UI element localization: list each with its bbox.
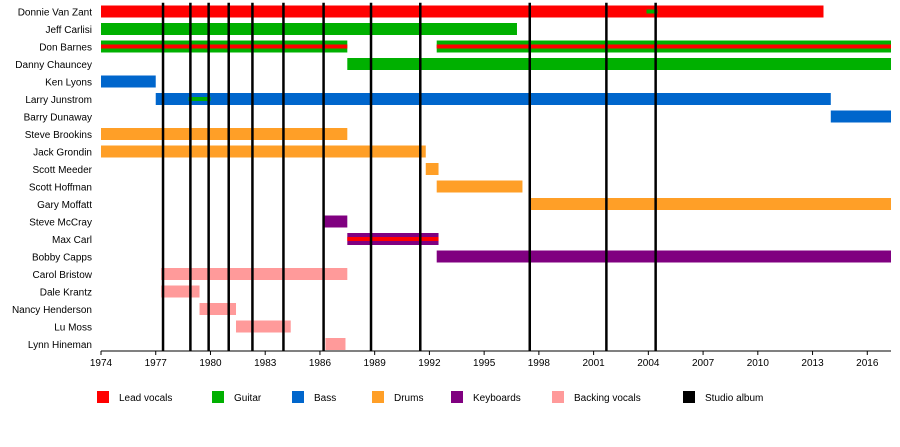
bar-scott-meeder-drums <box>425 163 439 175</box>
x-tick-label-1986: 1986 <box>309 358 332 369</box>
x-tick-label-1983: 1983 <box>254 358 277 369</box>
x-tick-label-1995: 1995 <box>473 358 496 369</box>
legend-label-guitar: Guitar <box>234 393 262 404</box>
bar-dale-krantz-backing-vocals <box>161 285 200 298</box>
member-label-dale-krantz: Dale Krantz <box>40 288 92 299</box>
member-label-lu-moss: Lu Moss <box>54 323 92 334</box>
x-tick-label-1977: 1977 <box>145 358 168 369</box>
member-bars <box>101 5 892 350</box>
bar-jack-grondin-drums <box>101 145 426 158</box>
legend-swatch-bass <box>292 391 304 403</box>
legend-label-bass: Bass <box>314 393 336 404</box>
member-labels: Donnie Van Zant Jeff Carlisi Don Barnes Dan… <box>12 8 93 352</box>
member-label-scott-hoffman: Scott Hoffman <box>29 183 92 194</box>
bar-barry-dunaway-bass <box>830 110 891 123</box>
member-label-barry-dunaway: Barry Dunaway <box>24 113 92 124</box>
thin-bar-larry-junstrom-guitar <box>188 97 211 101</box>
member-label-don-barnes: Don Barnes <box>39 43 92 54</box>
x-tick-label-1992: 1992 <box>418 358 441 369</box>
bar-larry-junstrom-bass <box>155 93 831 105</box>
legend-label-lead-vocals: Lead vocals <box>119 393 172 404</box>
bar-ken-lyons-bass <box>101 75 156 88</box>
legend-label-drums: Drums <box>394 393 423 404</box>
member-label-steve-mccray: Steve McCray <box>29 218 92 229</box>
member-label-larry-junstrom: Larry Junstrom <box>25 95 92 106</box>
legend-swatch-lead-vocals <box>97 391 109 403</box>
member-label-lynn-hineman: Lynn Hineman <box>28 340 92 351</box>
legend-label-backing-vocals: Backing vocals <box>574 393 641 404</box>
thin-bar-don-barnes-lead-vocals <box>436 44 891 49</box>
member-label-max-carl: Max Carl <box>52 235 92 246</box>
member-label-ken-lyons: Ken Lyons <box>45 78 92 89</box>
legend-swatch-guitar <box>212 391 224 403</box>
bar-steve-mccray-keyboards <box>323 215 348 228</box>
member-label-scott-meeder: Scott Meeder <box>33 165 93 176</box>
x-tick-label-1980: 1980 <box>199 358 222 369</box>
member-label-danny-chauncey: Danny Chauncey <box>15 60 92 71</box>
member-label-carol-bristow: Carol Bristow <box>33 270 93 281</box>
bar-donnie-van-zant-lead-vocals <box>101 5 824 18</box>
studio-album-lines <box>161 2 657 351</box>
bar-steve-brookins-drums <box>101 128 348 140</box>
bar-carol-bristow-backing-vocals <box>161 268 348 280</box>
legend-label-keyboards: Keyboards <box>473 393 521 404</box>
bar-scott-hoffman-drums <box>436 180 523 193</box>
bar-jeff-carlisi-guitar <box>101 23 517 35</box>
x-tick-label-1989: 1989 <box>364 358 387 369</box>
x-tick-label-2001: 2001 <box>582 358 605 369</box>
bar-gary-moffatt-drums <box>529 198 891 210</box>
thin-bar-donnie-van-zant-guitar <box>646 9 658 14</box>
legend-swatch-studio-album <box>683 391 695 403</box>
member-label-gary-moffatt: Gary Moffatt <box>37 200 92 211</box>
member-label-bobby-capps: Bobby Capps <box>32 253 92 264</box>
bar-lynn-hineman-backing-vocals <box>325 338 346 350</box>
member-label-steve-brookins: Steve Brookins <box>25 130 92 141</box>
x-tick-label-1974: 1974 <box>90 358 113 369</box>
x-axis: 1974 1977 1980 1983 1986 1989 1992 1995 1998 2001… <box>90 350 891 369</box>
thin-bar-don-barnes-lead-vocals <box>101 44 348 49</box>
x-tick-label-2013: 2013 <box>801 358 824 369</box>
legend-swatch-drums <box>372 391 384 403</box>
x-tick-label-2004: 2004 <box>637 358 660 369</box>
bar-bobby-capps-keyboards <box>436 250 891 263</box>
legend-swatch-backing-vocals <box>552 391 564 403</box>
bar-nancy-henderson-backing-vocals <box>199 303 237 315</box>
thin-bar-max-carl-lead-vocals <box>347 237 439 241</box>
member-label-jeff-carlisi: Jeff Carlisi <box>46 25 93 36</box>
bar-danny-chauncey-guitar <box>347 58 892 70</box>
legend-swatch-keyboards <box>451 391 463 403</box>
x-tick-label-1998: 1998 <box>528 358 551 369</box>
member-label-jack-grondin: Jack Grondin <box>33 148 92 159</box>
legend-label-studio-album: Studio album <box>705 393 763 404</box>
bar-lu-moss-backing-vocals <box>236 320 291 333</box>
member-label-nancy-henderson: Nancy Henderson <box>12 305 92 316</box>
legend: Lead vocals Guitar Bass Drums Keyboards Backi… <box>97 391 763 404</box>
member-label-donnie-van-zant: Donnie Van Zant <box>18 8 93 19</box>
x-tick-label-2007: 2007 <box>692 358 715 369</box>
x-tick-label-2010: 2010 <box>747 358 770 369</box>
x-tick-label-2016: 2016 <box>856 358 879 369</box>
